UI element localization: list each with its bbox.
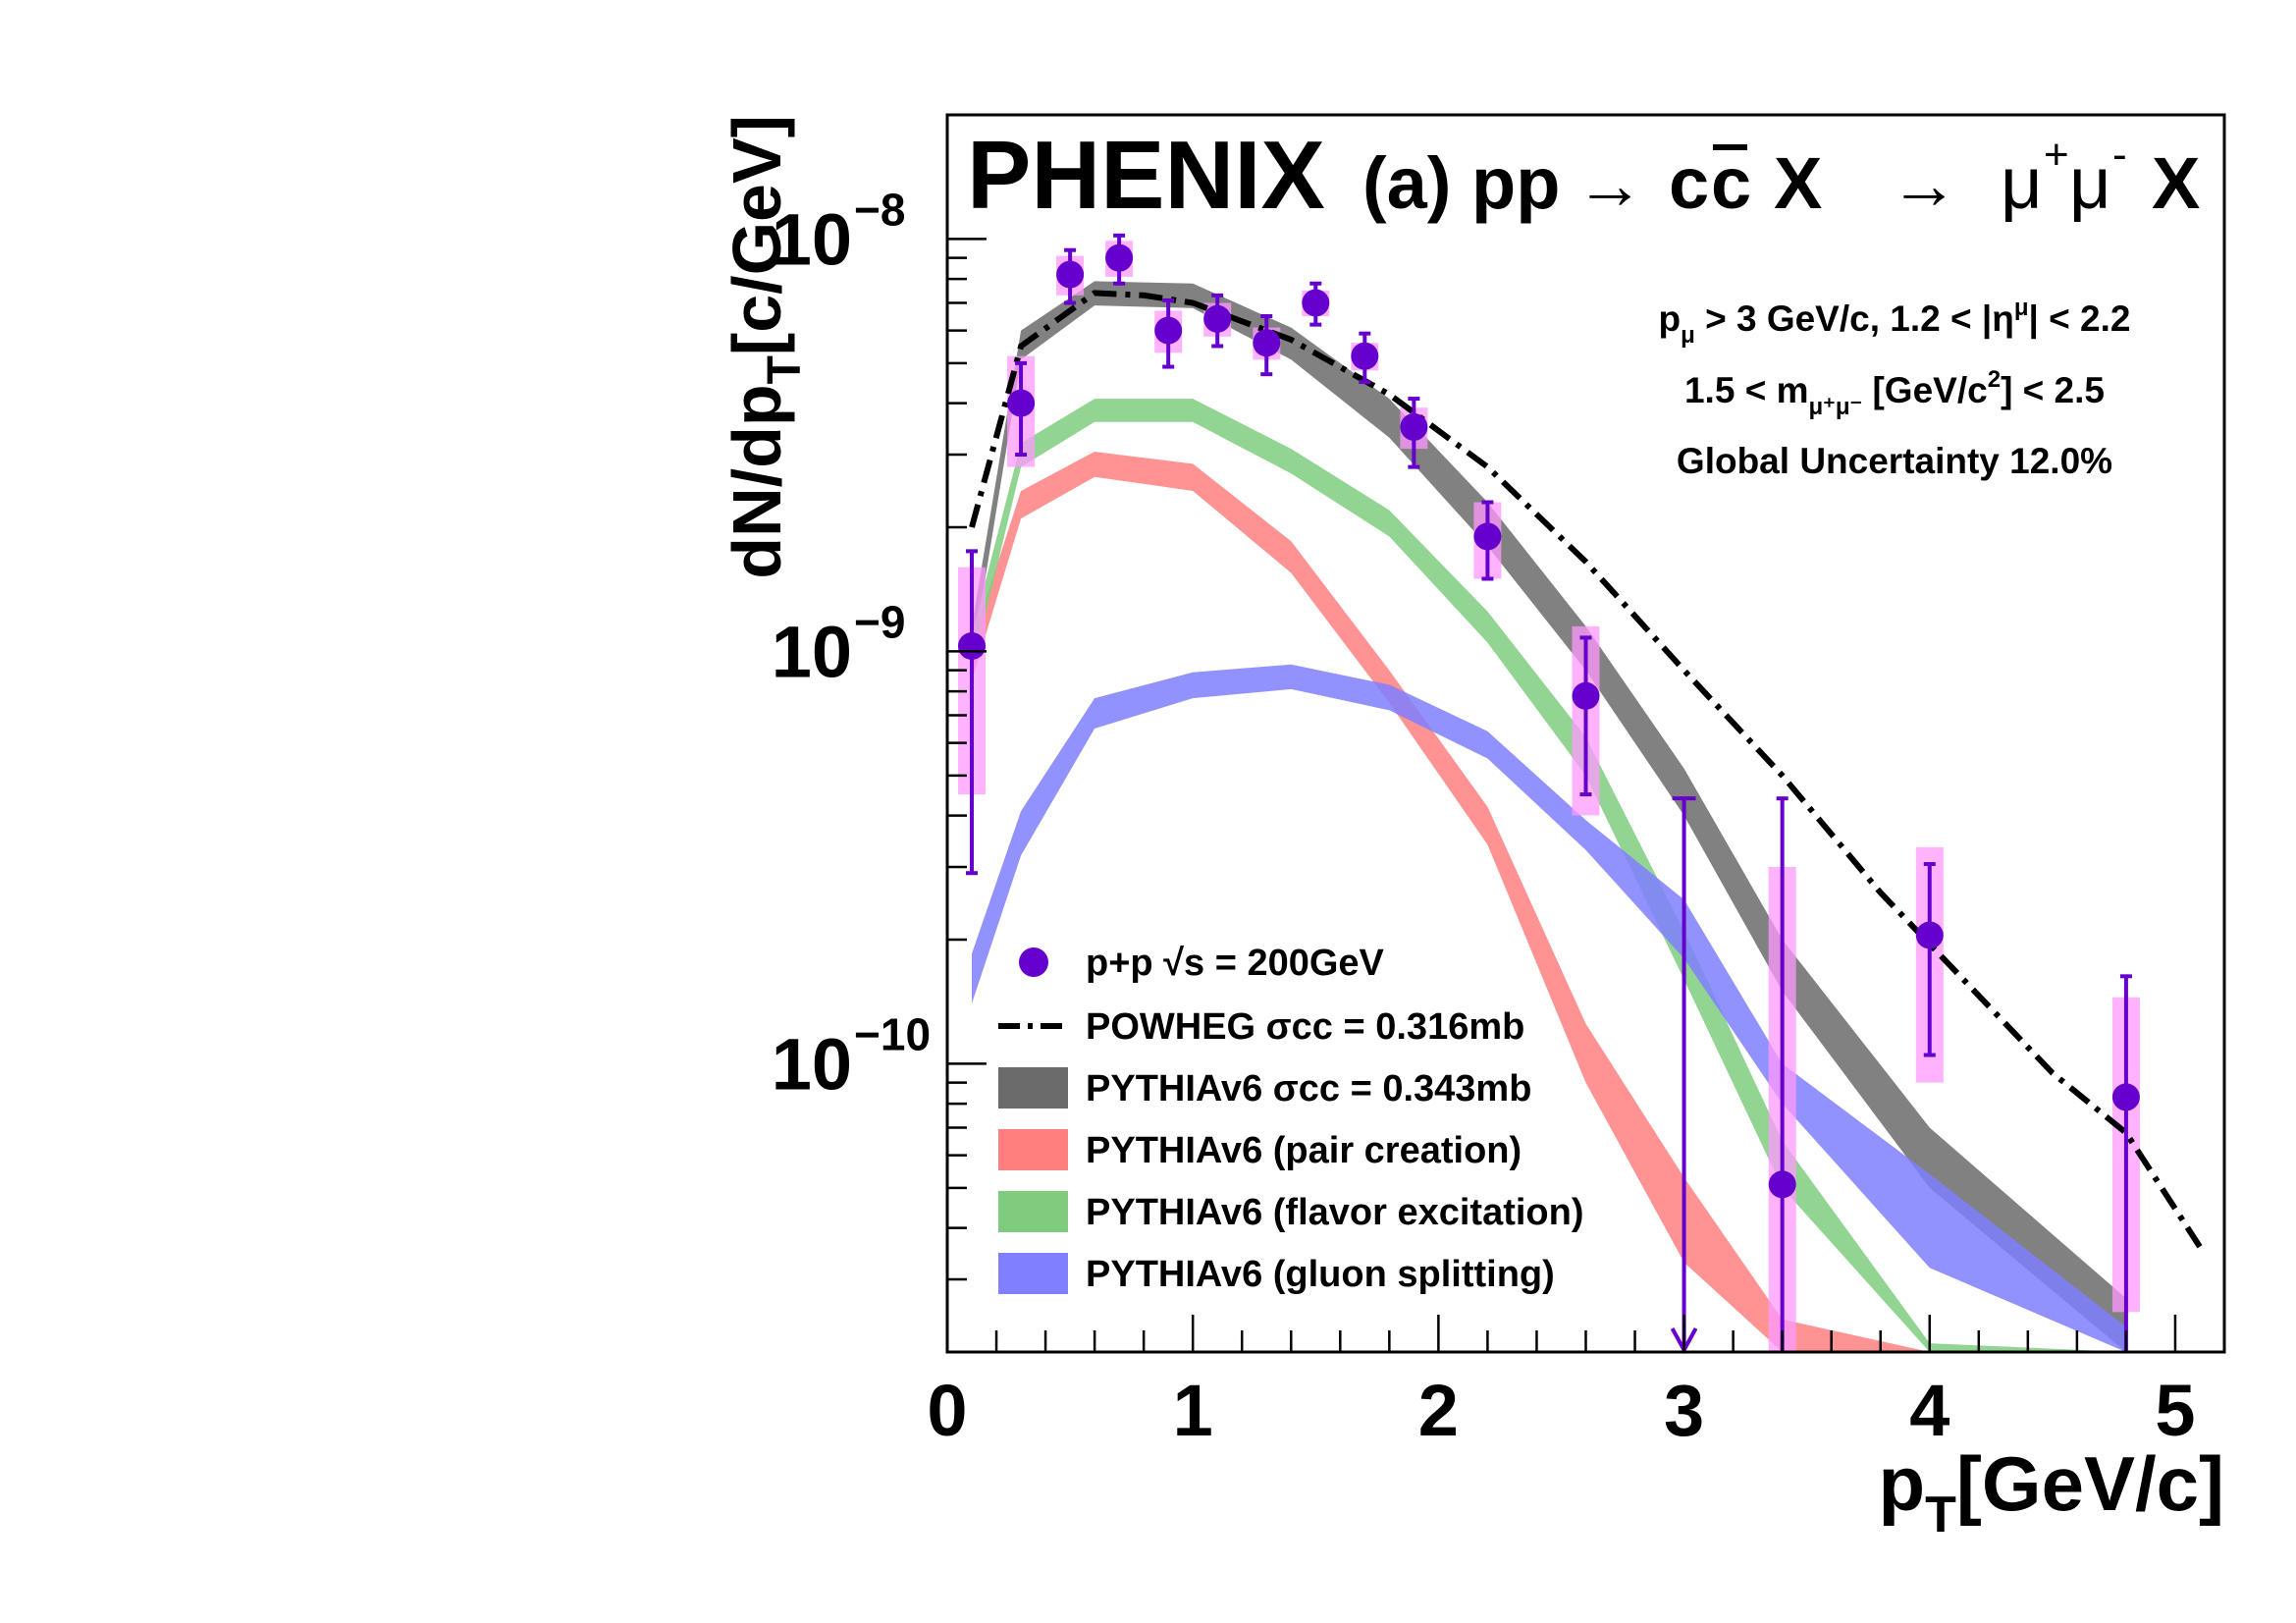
data-point-6 — [1253, 329, 1281, 357]
data-point-7 — [1302, 289, 1330, 317]
x-tick-label-2: 2 — [1418, 1370, 1459, 1451]
powheg-curve — [969, 290, 2203, 1249]
cuts-1-pre: p — [1659, 298, 1682, 339]
x-axis-title-main: p — [1879, 1440, 1926, 1527]
title-cbar: c — [1711, 142, 1751, 224]
y-tick-exp-0: −10 — [854, 1008, 931, 1059]
cuts-line-2: 1.5 < mμ⁺μ⁻ [GeV/c2] < 2.5 — [1684, 366, 2105, 420]
legend-label-pair: PYTHIAv6 (pair creation) — [1086, 1130, 1522, 1171]
title-experiment: PHENIX — [967, 121, 1325, 229]
data-point-10 — [1473, 522, 1502, 551]
data-point-3 — [1105, 243, 1134, 272]
data-point-2 — [1056, 260, 1085, 289]
data-point-15 — [2111, 1083, 2140, 1111]
x-tick-label-4: 4 — [1909, 1370, 1949, 1451]
title-panel: (a) pp — [1362, 142, 1560, 224]
x-tick-label-5: 5 — [2155, 1370, 2195, 1451]
title-c: c — [1669, 142, 1709, 224]
title-x-1: X — [1774, 142, 1822, 224]
data-point-14 — [1915, 921, 1944, 949]
title-minus: - — [2112, 131, 2127, 179]
cuts-1-sup: μ — [2014, 295, 2029, 321]
y-axis-title-sub: T — [759, 355, 811, 384]
y-axis-title-rest: [c/GeV] — [719, 115, 795, 355]
data-point-0 — [958, 632, 986, 660]
data-point-4 — [1154, 316, 1183, 345]
legend-marker-gluon — [998, 1253, 1068, 1294]
title-arrow-1: → — [1575, 146, 1644, 223]
cuts-2-sub: μ⁺μ⁻ — [1809, 394, 1863, 420]
title-x-2: X — [2152, 142, 2200, 224]
title-mu-plus: μ — [2001, 142, 2043, 224]
y-tick-exp-2: −8 — [854, 184, 905, 235]
y-axis-title-main: dN/dp — [719, 384, 795, 578]
title-plus: + — [2044, 131, 2069, 179]
y-axis-title: dN/dpT[c/GeV] — [719, 115, 811, 579]
legend-label-total: PYTHIAv6 σcc = 0.343mb — [1086, 1068, 1531, 1109]
legend-marker-total — [998, 1067, 1068, 1109]
cuts-1-post: | < 2.2 — [2029, 298, 2131, 340]
data-point-9 — [1400, 412, 1428, 441]
plot-area — [958, 233, 2203, 1355]
model-bands — [972, 281, 2126, 1353]
x-tick-label-3: 3 — [1664, 1370, 1704, 1451]
powheg-curve-group — [969, 290, 2203, 1249]
cuts-2-mid: [GeV/c — [1862, 370, 1988, 410]
x-axis-ticks: 0 1 2 3 4 5 — [927, 1315, 2196, 1451]
legend-label-gluon: PYTHIAv6 (gluon splitting) — [1086, 1254, 1555, 1295]
title-mu-minus: μ — [2069, 142, 2111, 224]
data-point-5 — [1203, 304, 1232, 333]
cuts-2-sup: 2 — [1988, 366, 2001, 393]
data-point-13 — [1768, 1170, 1796, 1199]
data-point-11 — [1572, 681, 1600, 710]
data-points — [958, 233, 2140, 1355]
legend-label-data: p+p √s = 200GeV — [1086, 943, 1385, 984]
x-axis-title: pT[GeV/c] — [1879, 1440, 2225, 1543]
x-tick-label-1: 1 — [1173, 1370, 1213, 1451]
legend: p+p √s = 200GeV POWHEG σcc = 0.316mb PYT… — [998, 943, 1584, 1295]
x-axis-title-sub: T — [1925, 1487, 1956, 1543]
legend-marker-data — [1019, 947, 1048, 977]
x-tick-label-0: 0 — [927, 1370, 967, 1451]
legend-label-flavor: PYTHIAv6 (flavor excitation) — [1086, 1192, 1584, 1233]
legend-label-powheg: POWHEG σcc = 0.316mb — [1086, 1006, 1524, 1048]
cuts-1-sub: μ — [1681, 322, 1695, 349]
title-arrow-2: → — [1890, 146, 1958, 223]
data-point-8 — [1351, 342, 1379, 370]
y-tick-label-2: 10 — [772, 198, 852, 280]
data-point-1 — [1007, 389, 1036, 417]
cuts-2-pre: 1.5 < m — [1684, 370, 1809, 410]
y-tick-label-0: 10 — [772, 1023, 852, 1105]
legend-marker-pair — [998, 1129, 1068, 1170]
band-gluon — [972, 664, 2126, 1352]
cuts-line-1: pμ > 3 GeV/c, 1.2 < |ημ| < 2.2 — [1659, 295, 2131, 349]
y-tick-exp-1: −9 — [854, 596, 905, 647]
y-tick-label-1: 10 — [772, 611, 852, 692]
cuts-2-post: ] < 2.5 — [2001, 370, 2105, 410]
cuts-1-mid: > 3 GeV/c, 1.2 < |η — [1695, 298, 2014, 340]
x-axis-title-rest: [GeV/c] — [1956, 1440, 2224, 1527]
cuts-line-3: Global Uncertainty 12.0% — [1677, 441, 2112, 481]
legend-marker-flavor — [998, 1191, 1068, 1232]
